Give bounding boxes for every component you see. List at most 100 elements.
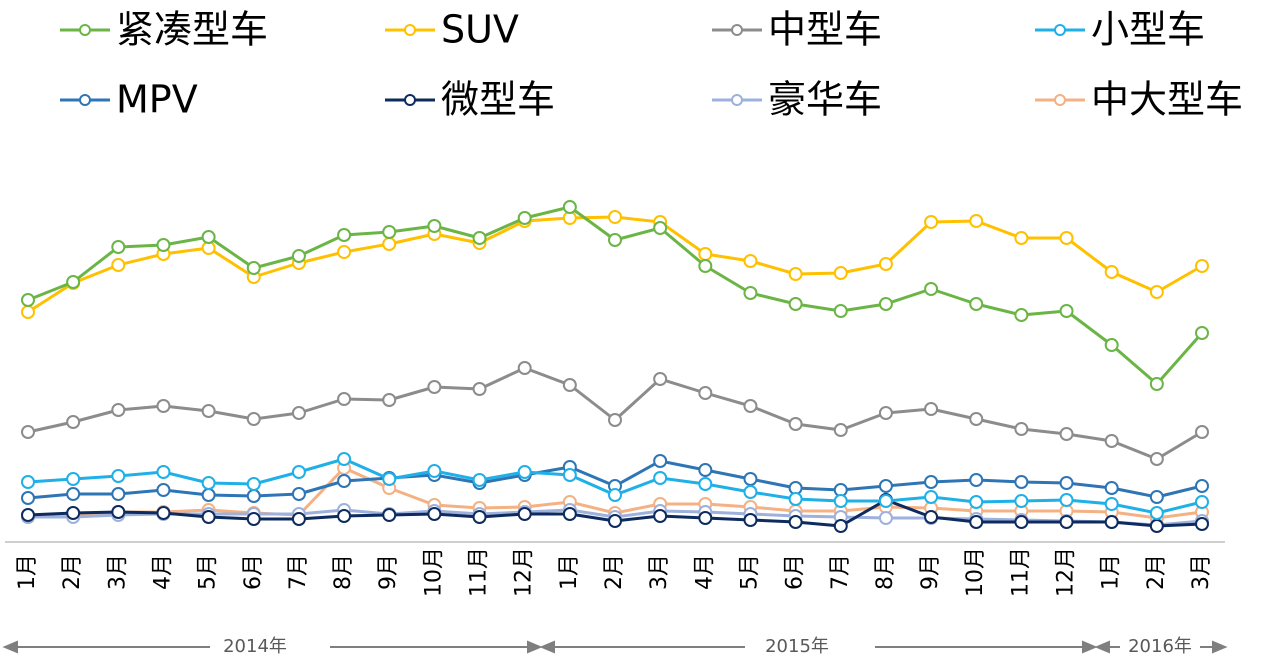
point [111, 505, 126, 519]
point [246, 261, 261, 275]
point [156, 506, 171, 520]
x-tick-label: 4月 [692, 554, 717, 590]
point [156, 465, 171, 479]
point [788, 267, 803, 281]
x-tick-label: 5月 [196, 554, 221, 590]
x-tick-label: 1月 [1099, 554, 1124, 590]
point [1195, 479, 1209, 493]
point [833, 494, 848, 508]
point [924, 282, 939, 296]
point [1104, 265, 1119, 279]
point [833, 304, 848, 318]
point [608, 514, 622, 528]
point [698, 259, 713, 273]
point [743, 254, 758, 268]
x-tick-label: 11月 [1008, 547, 1033, 597]
point [427, 507, 442, 521]
point [1149, 519, 1164, 533]
point [833, 423, 848, 437]
point [246, 412, 261, 426]
legend-marker [1054, 24, 1066, 36]
legend-marker [404, 24, 416, 36]
series [21, 454, 1209, 505]
point [653, 471, 668, 485]
point [743, 472, 758, 486]
point [337, 452, 352, 466]
series [21, 200, 1209, 391]
point [111, 403, 126, 417]
point [427, 219, 442, 233]
year-label: 2016年 [1128, 636, 1192, 657]
legend-label: 紧凑型车 [116, 8, 268, 52]
point [472, 473, 487, 487]
x-tick-label: 2月 [60, 554, 85, 590]
legend-label: SUV [441, 8, 519, 52]
x-tick-label: 12月 [512, 547, 537, 597]
point [698, 463, 713, 477]
legend-marker [1054, 94, 1066, 106]
x-tick-label: 2月 [1144, 554, 1169, 590]
legend-label: 豪华车 [768, 78, 882, 122]
point [833, 519, 848, 533]
point [878, 406, 893, 420]
point [66, 472, 81, 486]
point [788, 515, 803, 529]
point [1104, 497, 1119, 511]
point [111, 258, 126, 272]
point [743, 513, 758, 527]
point [1195, 425, 1209, 439]
x-tick-label: 1月 [557, 554, 582, 590]
point [201, 404, 216, 418]
point [291, 465, 306, 479]
point [337, 474, 352, 488]
point [111, 240, 126, 254]
point [291, 249, 306, 263]
point [878, 494, 893, 508]
point [111, 469, 126, 483]
point [472, 382, 487, 396]
point [517, 465, 532, 479]
point [246, 477, 261, 491]
point [337, 228, 352, 242]
point [743, 286, 758, 300]
point [1104, 338, 1119, 352]
point [924, 475, 939, 489]
x-tick-label: 1月 [15, 554, 40, 590]
x-tick-label: 7月 [286, 554, 311, 590]
point [698, 247, 713, 261]
x-tick-label: 6月 [783, 554, 808, 590]
point [201, 510, 216, 524]
point [337, 245, 352, 259]
point [924, 490, 939, 504]
series [21, 452, 1209, 520]
point [788, 417, 803, 431]
point [924, 402, 939, 416]
point [698, 477, 713, 491]
legend-marker [404, 94, 416, 106]
point [743, 399, 758, 413]
point [1195, 326, 1209, 340]
point [969, 412, 984, 426]
point [608, 488, 622, 502]
point [1149, 452, 1164, 466]
point [1059, 476, 1074, 490]
point [21, 425, 35, 439]
x-tick-label: 3月 [105, 554, 130, 590]
point [156, 399, 171, 413]
point [1149, 490, 1164, 504]
point [66, 415, 81, 429]
point [1149, 377, 1164, 391]
point [653, 454, 668, 468]
year-label: 2015年 [765, 636, 829, 657]
legend-marker [79, 24, 91, 36]
point [517, 361, 532, 375]
x-tick-label: 5月 [737, 554, 762, 590]
x-tick-label: 11月 [467, 547, 492, 597]
point [66, 275, 81, 289]
point [969, 515, 984, 529]
point [1014, 422, 1029, 436]
point [427, 464, 442, 478]
point [21, 508, 35, 522]
series [21, 361, 1209, 466]
point [1104, 434, 1119, 448]
